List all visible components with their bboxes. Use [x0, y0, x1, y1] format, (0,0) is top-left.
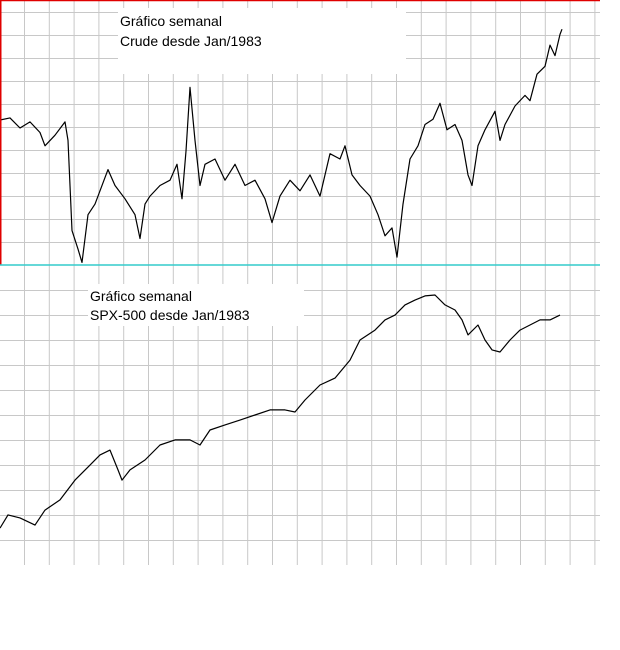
- title-background: [118, 8, 406, 74]
- chart-title: Gráfico semanal: [90, 288, 192, 304]
- grid: [0, 0, 600, 565]
- data-line: [0, 28, 563, 263]
- title-background: [88, 284, 304, 326]
- data-line: [0, 294, 561, 529]
- chart-subtitle: Crude desde Jan/1983: [120, 33, 262, 49]
- chart-subtitle: SPX-500 desde Jan/1983: [90, 307, 250, 323]
- chart-title: Gráfico semanal: [120, 13, 222, 29]
